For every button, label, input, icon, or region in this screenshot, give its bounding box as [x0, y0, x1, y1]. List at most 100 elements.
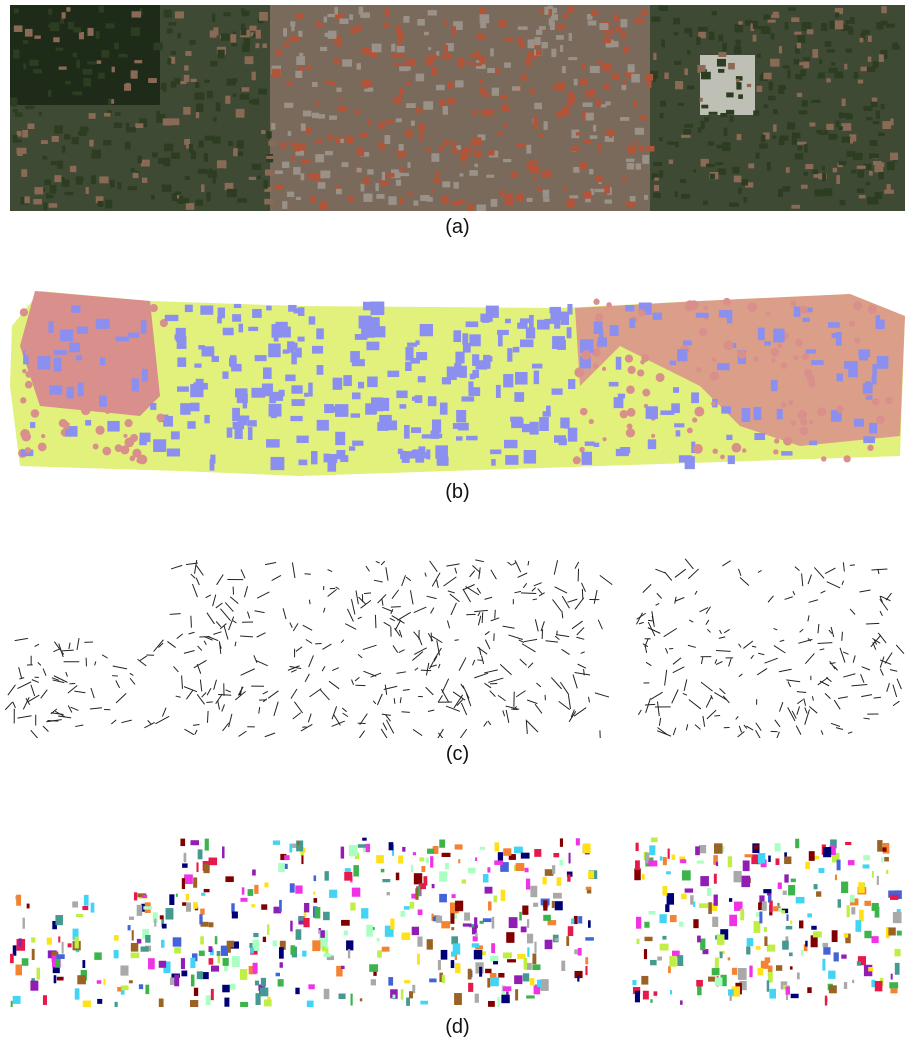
building: [276, 332, 281, 337]
tree: [844, 455, 851, 462]
segment: [296, 929, 302, 940]
roof: [242, 11, 250, 17]
edge: [220, 624, 226, 629]
roof: [308, 174, 314, 179]
edge: [257, 633, 266, 637]
edge: [648, 620, 652, 621]
roof: [196, 103, 203, 112]
edge: [788, 681, 791, 687]
edge: [429, 661, 433, 669]
edge: [28, 695, 39, 702]
roof: [13, 139, 22, 142]
roof: [80, 127, 89, 133]
segment: [864, 931, 871, 938]
edge: [518, 573, 528, 577]
segment: [498, 973, 504, 978]
segment: [463, 923, 472, 926]
roof: [152, 152, 158, 157]
tree: [150, 304, 158, 312]
segment: [643, 991, 649, 1000]
segment: [503, 986, 512, 991]
edge: [561, 649, 569, 654]
segment: [193, 902, 198, 909]
building: [317, 365, 324, 375]
segment: [578, 948, 582, 956]
segment: [224, 998, 229, 1007]
segment: [728, 856, 732, 867]
edge: [809, 706, 817, 713]
segment: [758, 902, 762, 910]
tree: [20, 308, 28, 316]
edge: [62, 650, 74, 651]
roof: [34, 35, 40, 38]
edge: [843, 652, 848, 654]
roof: [118, 54, 127, 58]
roof: [728, 63, 735, 70]
segment: [897, 931, 902, 936]
edge: [568, 695, 570, 709]
edge: [400, 697, 401, 703]
segment: [666, 871, 671, 874]
segment: [427, 939, 433, 949]
segment: [455, 901, 463, 912]
segment: [352, 888, 360, 897]
segment: [232, 911, 238, 918]
roof: [661, 39, 665, 47]
segment: [714, 843, 723, 853]
building: [71, 305, 80, 312]
roof: [14, 25, 23, 32]
roof: [316, 23, 323, 27]
edge: [793, 591, 795, 595]
building: [594, 443, 600, 447]
segment: [361, 908, 368, 918]
edge: [256, 660, 268, 665]
roof: [399, 168, 406, 172]
segment: [131, 943, 138, 952]
segment: [143, 906, 152, 909]
roof: [283, 42, 290, 46]
segment: [137, 905, 142, 916]
edge: [515, 560, 521, 572]
edge: [446, 706, 460, 711]
roof: [290, 142, 293, 145]
segment: [487, 867, 490, 872]
roof: [869, 171, 873, 176]
segment: [895, 963, 900, 975]
tree: [771, 348, 780, 357]
segment: [97, 980, 102, 984]
roof: [224, 12, 231, 16]
roof: [518, 26, 528, 30]
roof: [443, 106, 448, 115]
building: [567, 304, 572, 315]
roof: [65, 81, 71, 85]
roof: [706, 164, 715, 167]
roof: [811, 100, 820, 103]
edge: [575, 562, 579, 569]
segment: [314, 875, 317, 881]
roof: [380, 180, 388, 186]
segment: [660, 856, 663, 860]
roof: [801, 185, 808, 189]
roof: [196, 200, 203, 206]
edge: [463, 686, 469, 699]
segment: [181, 971, 187, 977]
segment: [82, 960, 85, 968]
edge: [825, 693, 830, 698]
edge: [862, 667, 870, 670]
roof: [589, 169, 593, 175]
edge: [413, 729, 422, 735]
roof: [383, 23, 389, 28]
roof: [533, 124, 538, 129]
segment: [313, 892, 315, 895]
edge: [17, 682, 31, 689]
roof: [361, 184, 365, 192]
edge: [241, 569, 245, 578]
edge: [805, 709, 810, 724]
segment: [131, 953, 140, 959]
tree: [694, 407, 704, 417]
roof: [732, 167, 739, 174]
tree: [38, 443, 47, 452]
roof: [609, 134, 613, 138]
roof: [764, 14, 771, 19]
roof: [27, 123, 34, 129]
